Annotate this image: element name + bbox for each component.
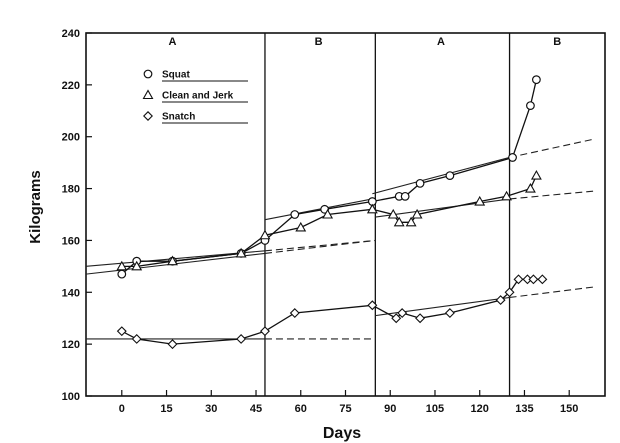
x-tick-label: 150	[560, 403, 578, 415]
snatch-point	[528, 274, 539, 285]
phase-label: B	[315, 36, 323, 48]
squat-point	[290, 210, 300, 219]
legend-marker	[142, 89, 154, 100]
clean-and-jerk-point	[530, 169, 542, 180]
x-tick-label: 90	[384, 403, 396, 415]
snatch-point	[289, 308, 300, 319]
phase-label: A	[169, 36, 177, 48]
series-line	[121, 278, 543, 345]
clean-and-jerk-point	[235, 247, 247, 258]
clean-and-jerk-point	[259, 229, 271, 240]
x-tick-label: 60	[295, 403, 307, 415]
x-tick-label: 135	[515, 403, 533, 415]
legend-label: Clean and Jerk	[162, 91, 234, 102]
trend-line	[264, 239, 376, 254]
squat-point	[415, 178, 425, 188]
clean-and-jerk-point	[411, 208, 423, 219]
y-tick-label: 100	[62, 391, 80, 403]
trend-line	[509, 138, 594, 158]
y-tick-label: 160	[62, 235, 80, 247]
y-tick-label: 120	[62, 339, 80, 351]
snatch-point	[537, 274, 548, 285]
trend-line	[375, 296, 510, 317]
series-line	[121, 79, 538, 275]
snatch-point	[397, 308, 408, 319]
x-tick-label: 75	[339, 403, 351, 415]
trend-line	[375, 198, 510, 218]
x-axis-title: Days	[323, 425, 361, 442]
trend-line	[509, 190, 594, 200]
phase-label: A	[437, 36, 445, 48]
legend-marker	[143, 111, 153, 121]
x-tick-label: 45	[250, 403, 262, 415]
snatch-point	[415, 313, 426, 324]
y-axis-title: Kilograms	[27, 170, 44, 243]
y-tick-label: 220	[62, 80, 80, 92]
plot-frame	[85, 32, 606, 397]
clean-and-jerk-point	[366, 203, 378, 214]
clean-and-jerk-point	[322, 208, 334, 219]
trend-line	[509, 286, 594, 299]
snatch-point	[367, 300, 378, 311]
y-tick-label: 140	[62, 287, 80, 299]
snatch-point	[167, 339, 178, 350]
trend-line	[372, 156, 510, 195]
snatch-point	[259, 326, 270, 337]
clean-and-jerk-point	[524, 182, 536, 193]
snatch-point	[116, 326, 127, 337]
series-line	[121, 175, 537, 268]
snatch-point	[131, 333, 142, 344]
clean-and-jerk-point	[501, 190, 513, 201]
snatch-point	[236, 333, 247, 344]
legend-label: Snatch	[162, 112, 195, 123]
x-tick-label: 120	[471, 403, 489, 415]
snatch-point	[513, 274, 524, 285]
snatch-point	[444, 308, 455, 319]
clean-and-jerk-point	[295, 221, 307, 232]
clean-and-jerk-point	[387, 208, 399, 219]
legend-label: Squat	[162, 70, 190, 81]
y-tick-label: 180	[62, 184, 80, 196]
snatch-point	[391, 313, 402, 324]
clean-and-jerk-point	[116, 260, 128, 271]
phase-label: B	[553, 36, 561, 48]
clean-and-jerk-point	[474, 195, 486, 206]
squat-point	[531, 75, 541, 85]
squat-point	[508, 153, 517, 162]
legend-marker	[143, 69, 153, 79]
snatch-point	[495, 295, 506, 306]
snatch-point	[504, 287, 515, 298]
squat-point	[400, 191, 410, 201]
trend-line	[264, 198, 373, 221]
clean-and-jerk-point	[131, 260, 143, 271]
clean-and-jerk-point	[393, 216, 405, 227]
squat-point	[117, 269, 127, 279]
y-tick-label: 200	[62, 132, 80, 144]
squat-point	[526, 101, 535, 110]
clean-and-jerk-point	[167, 255, 178, 266]
x-tick-label: 15	[160, 403, 172, 415]
squat-point	[445, 171, 455, 181]
x-tick-label: 0	[119, 403, 125, 415]
x-tick-label: 30	[205, 403, 217, 415]
clean-and-jerk-point	[405, 216, 417, 227]
y-tick-label: 240	[62, 28, 80, 40]
x-tick-label: 105	[426, 403, 444, 415]
